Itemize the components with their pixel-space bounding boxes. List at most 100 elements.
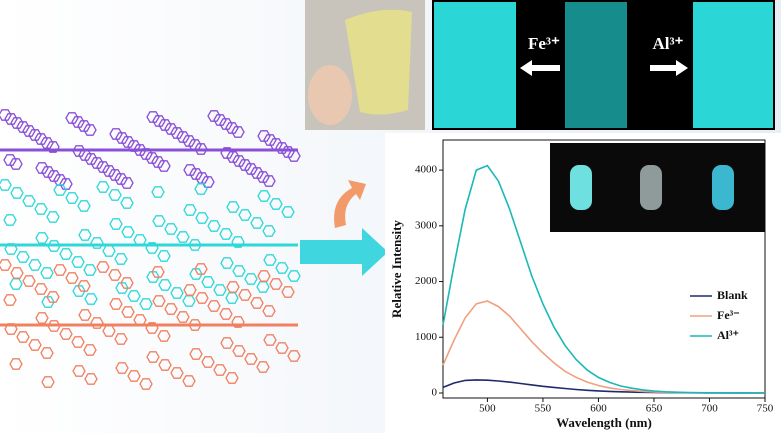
ring	[41, 296, 55, 308]
ring	[108, 189, 122, 201]
ring	[114, 333, 128, 345]
ring	[263, 254, 277, 266]
ring	[96, 161, 110, 173]
ring	[46, 291, 60, 303]
ring	[83, 124, 97, 136]
y-tick-label: 3000	[415, 219, 438, 231]
ring	[121, 226, 135, 238]
ring	[152, 295, 166, 307]
ring	[78, 229, 92, 241]
x-axis-label: Wavelength (nm)	[556, 415, 652, 430]
ring	[275, 142, 289, 154]
ion-label: Fe³⁺	[528, 34, 560, 53]
ring	[158, 119, 172, 131]
ring	[84, 153, 98, 165]
ring	[207, 300, 221, 312]
ring	[28, 339, 42, 351]
ring	[256, 171, 270, 183]
ring	[109, 298, 123, 310]
ring	[238, 209, 252, 221]
ring	[201, 356, 215, 368]
ring	[114, 173, 128, 185]
ring	[189, 268, 203, 280]
ring	[0, 259, 12, 271]
ring	[201, 276, 215, 288]
ring	[139, 298, 153, 310]
ring	[158, 279, 172, 291]
ring	[170, 287, 184, 299]
ring	[47, 170, 61, 182]
ring	[108, 269, 122, 281]
ring	[220, 257, 234, 269]
ring	[121, 136, 135, 148]
ring	[195, 172, 209, 184]
ring	[115, 362, 129, 374]
ring	[59, 178, 73, 190]
ring	[77, 200, 91, 212]
ring	[34, 203, 48, 215]
ring	[0, 179, 12, 191]
ring	[219, 118, 233, 130]
ring	[244, 163, 258, 175]
ring	[90, 237, 104, 249]
ring	[77, 280, 91, 292]
led	[712, 165, 734, 210]
ring	[287, 270, 301, 282]
ring	[146, 111, 160, 123]
film	[345, 9, 412, 115]
ring	[244, 353, 258, 365]
ring	[213, 364, 227, 376]
ring	[213, 114, 227, 126]
ring	[287, 350, 301, 362]
ring	[4, 113, 18, 125]
ring	[78, 309, 92, 321]
ring	[0, 109, 12, 121]
ring	[121, 306, 135, 318]
ring	[115, 132, 129, 144]
ring	[207, 220, 221, 232]
ring	[145, 152, 159, 164]
ring	[151, 266, 165, 278]
ring	[114, 253, 128, 265]
ring	[231, 126, 245, 138]
ring	[238, 159, 252, 171]
ring	[170, 127, 184, 139]
ring	[219, 308, 233, 320]
ring	[22, 195, 36, 207]
ring	[9, 158, 23, 170]
ring	[244, 273, 258, 285]
ring	[3, 154, 17, 166]
ring	[269, 278, 283, 290]
ring	[263, 134, 277, 146]
ring	[145, 322, 159, 334]
ring	[183, 164, 197, 176]
ring	[41, 166, 55, 178]
ring	[3, 214, 17, 226]
ring	[232, 345, 246, 357]
ring	[96, 261, 110, 273]
ring	[182, 135, 196, 147]
ring	[164, 303, 178, 315]
ring	[194, 263, 208, 275]
ring	[226, 151, 240, 163]
ring	[257, 190, 271, 202]
ring	[40, 137, 54, 149]
ring	[145, 242, 159, 254]
x-tick-label: 550	[535, 403, 552, 415]
ring	[226, 201, 240, 213]
series-line	[442, 164, 766, 394]
ring	[164, 123, 178, 135]
ring	[102, 165, 116, 177]
ring	[109, 218, 123, 230]
ring	[35, 312, 49, 324]
ring	[164, 223, 178, 235]
ring	[83, 264, 97, 276]
ring	[263, 334, 277, 346]
y-tick-label: 4000	[415, 164, 438, 176]
ring	[262, 175, 276, 187]
ring	[3, 294, 17, 306]
ring	[120, 177, 134, 189]
x-tick-label: 700	[701, 403, 718, 415]
ring	[281, 286, 295, 298]
ring	[195, 212, 209, 224]
